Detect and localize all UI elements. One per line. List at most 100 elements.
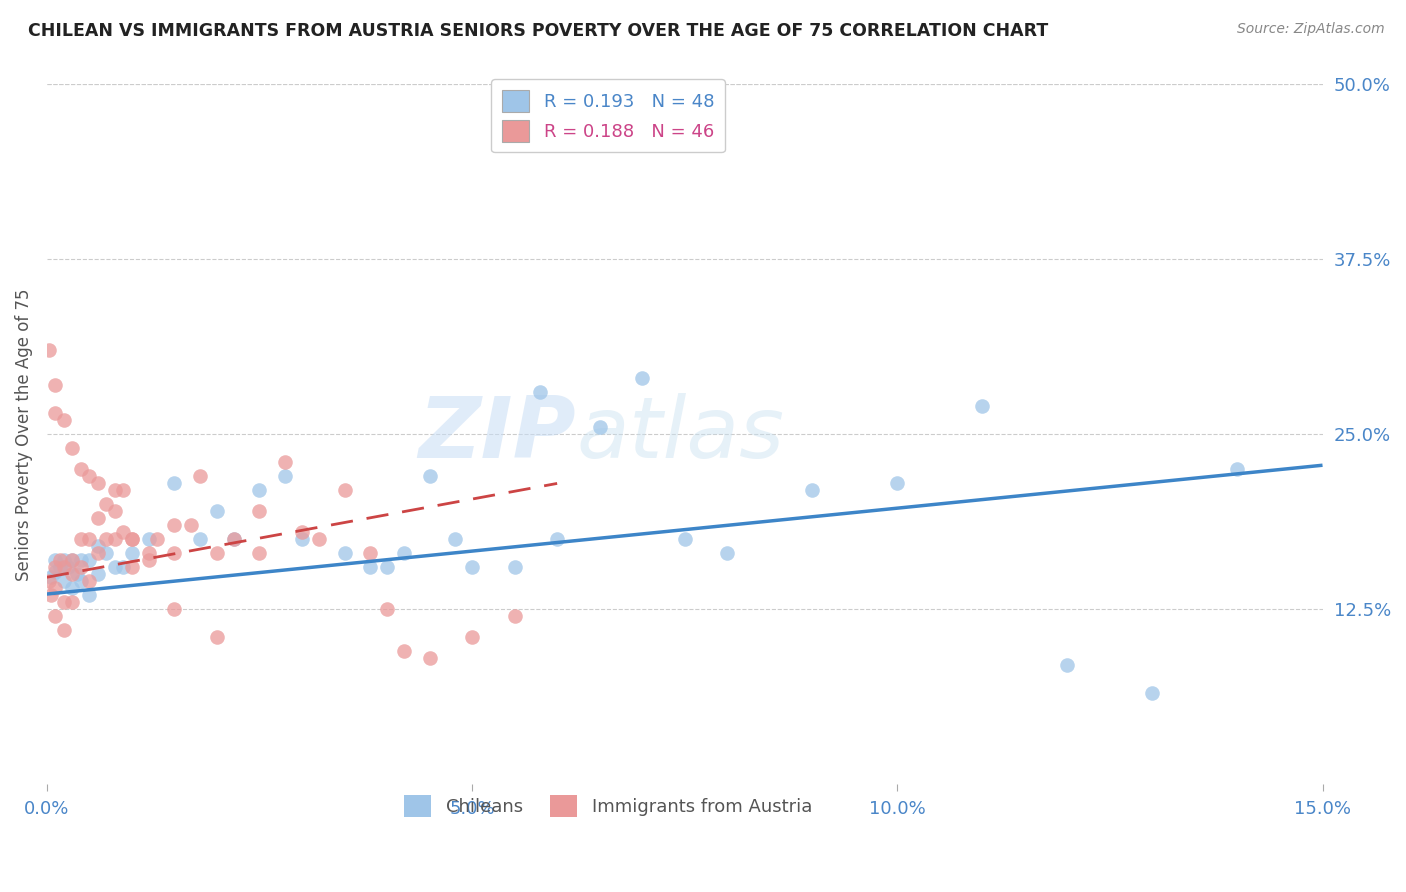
Point — [308, 533, 330, 547]
Point — [359, 560, 381, 574]
Point — [188, 533, 211, 547]
Point — [70, 560, 93, 574]
Text: CHILEAN VS IMMIGRANTS FROM AUSTRIA SENIORS POVERTY OVER THE AGE OF 75 CORRELATIO: CHILEAN VS IMMIGRANTS FROM AUSTRIA SENIO… — [28, 22, 1049, 40]
Point — [60, 582, 83, 596]
Point — [38, 343, 60, 358]
Point — [673, 533, 696, 547]
Point — [716, 546, 738, 560]
Point — [87, 567, 110, 582]
Point — [70, 574, 93, 589]
Point — [546, 533, 568, 547]
Point — [52, 560, 75, 574]
Point — [163, 546, 186, 560]
Point — [392, 546, 415, 560]
Point — [333, 483, 356, 498]
Point — [1226, 462, 1249, 476]
Point — [222, 533, 245, 547]
Point — [44, 609, 66, 624]
Point — [375, 602, 398, 616]
Point — [291, 533, 314, 547]
Point — [146, 533, 169, 547]
Point — [138, 553, 160, 567]
Point — [79, 553, 101, 567]
Point — [79, 589, 101, 603]
Point — [291, 525, 314, 540]
Point — [205, 631, 228, 645]
Point — [60, 567, 83, 582]
Point — [44, 582, 66, 596]
Point — [249, 483, 271, 498]
Point — [39, 589, 62, 603]
Point — [104, 560, 127, 574]
Point — [801, 483, 824, 498]
Point — [79, 469, 101, 483]
Point — [96, 498, 118, 512]
Point — [180, 518, 202, 533]
Point — [60, 553, 83, 567]
Point — [96, 546, 118, 560]
Point — [112, 483, 135, 498]
Point — [87, 546, 110, 560]
Point — [392, 644, 415, 658]
Point — [163, 518, 186, 533]
Point — [96, 533, 118, 547]
Point — [121, 533, 143, 547]
Point — [503, 609, 526, 624]
Point — [44, 378, 66, 392]
Point — [1142, 686, 1164, 700]
Point — [163, 602, 186, 616]
Point — [188, 469, 211, 483]
Point — [52, 413, 75, 427]
Point — [52, 624, 75, 638]
Point — [444, 533, 467, 547]
Point — [48, 553, 70, 567]
Point — [112, 525, 135, 540]
Point — [87, 476, 110, 491]
Point — [44, 565, 66, 579]
Point — [79, 533, 101, 547]
Point — [52, 574, 75, 589]
Point — [52, 595, 75, 609]
Point — [38, 574, 60, 589]
Point — [138, 533, 160, 547]
Point — [121, 533, 143, 547]
Point — [104, 504, 127, 518]
Point — [529, 385, 551, 400]
Point — [121, 560, 143, 574]
Text: ZIP: ZIP — [419, 393, 576, 476]
Point — [138, 546, 160, 560]
Point — [70, 553, 93, 567]
Point — [419, 469, 441, 483]
Point — [60, 553, 83, 567]
Point — [56, 560, 79, 574]
Point — [44, 553, 66, 567]
Point — [70, 462, 93, 476]
Point — [104, 483, 127, 498]
Point — [44, 560, 66, 574]
Point — [104, 533, 127, 547]
Text: Source: ZipAtlas.com: Source: ZipAtlas.com — [1237, 22, 1385, 37]
Point — [222, 533, 245, 547]
Legend: Chileans, Immigrants from Austria: Chileans, Immigrants from Austria — [396, 788, 820, 824]
Point — [48, 560, 70, 574]
Point — [461, 631, 484, 645]
Point — [972, 400, 994, 414]
Text: atlas: atlas — [576, 393, 785, 476]
Point — [375, 560, 398, 574]
Point — [1056, 658, 1078, 673]
Point — [39, 570, 62, 584]
Point — [359, 546, 381, 560]
Point — [503, 560, 526, 574]
Point — [60, 595, 83, 609]
Point — [87, 540, 110, 554]
Point — [589, 420, 612, 434]
Point — [66, 567, 89, 582]
Point — [419, 651, 441, 665]
Point — [121, 546, 143, 560]
Point — [205, 504, 228, 518]
Point — [44, 406, 66, 420]
Point — [52, 553, 75, 567]
Point — [249, 546, 271, 560]
Point — [461, 560, 484, 574]
Point — [163, 476, 186, 491]
